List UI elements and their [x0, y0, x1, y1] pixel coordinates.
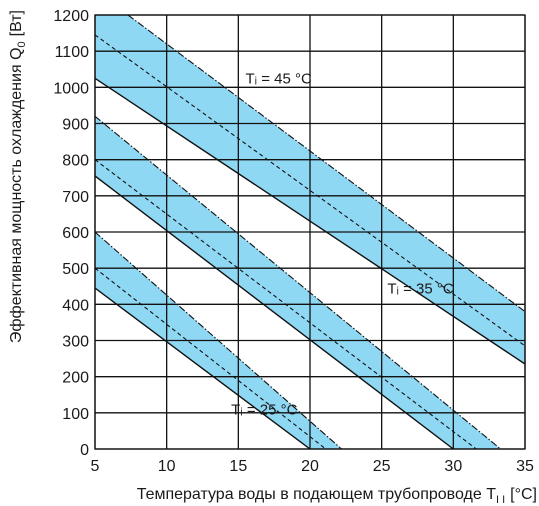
y-tick-label: 300 — [62, 334, 89, 351]
x-tick-label: 35 — [516, 458, 534, 475]
series-0-upper-line — [95, 231, 342, 449]
x-tick-label: 10 — [158, 458, 176, 475]
y-tick-label: 100 — [62, 406, 89, 423]
y-tick-label: 900 — [62, 117, 89, 134]
y-tick-label: 0 — [80, 442, 89, 459]
y-tick-label: 200 — [62, 370, 89, 387]
x-tick-label: 30 — [444, 458, 462, 475]
y-axis-title: Эффективная мощность охлаждения Q0[Вт] — [8, 10, 28, 343]
series-2-upper-line — [127, 15, 525, 313]
series-2-mid-line — [95, 34, 525, 347]
series-1-lower-line — [95, 175, 454, 449]
x-tick-label: 5 — [91, 458, 100, 475]
y-tick-label: 1100 — [55, 44, 90, 61]
x-tick-label: 20 — [301, 458, 319, 475]
y-tick-label: 500 — [62, 261, 89, 278]
x-tick-label: 15 — [229, 458, 247, 475]
y-tick-label: 700 — [62, 189, 89, 206]
y-tick-label: 1200 — [53, 8, 89, 25]
series-label-0: Tᵢ = 25 °C — [231, 402, 297, 419]
plot-frame — [94, 14, 526, 450]
y-tick-label: 800 — [62, 153, 89, 170]
series-label-2: Tᵢ = 45 °C — [246, 71, 312, 88]
y-tick-label: 1000 — [53, 80, 89, 97]
series-2-lower-line — [95, 77, 525, 365]
y-tick-label: 600 — [62, 225, 89, 242]
y-tick-label: 400 — [62, 297, 89, 314]
series-0-lower-line — [95, 287, 311, 449]
x-axis-title: Температура воды в подающем трубопроводе… — [137, 486, 537, 506]
series-1-mid-line — [95, 159, 477, 449]
series-label-1: Tᵢ = 35 °C — [387, 280, 453, 297]
x-tick-label: 25 — [373, 458, 391, 475]
